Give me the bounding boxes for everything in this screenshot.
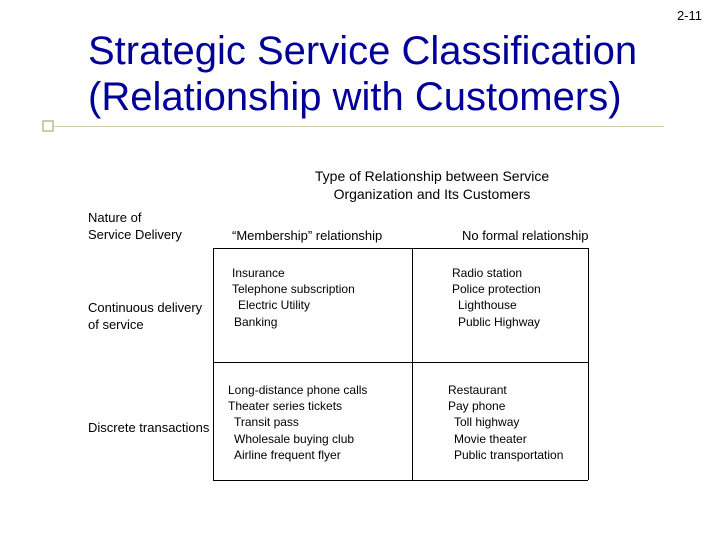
table-line-top: [213, 248, 588, 249]
cell-discrete-noformal: Restaurant Pay phone Toll highway Movie …: [448, 382, 563, 463]
cell-r1c1-l2: Telephone subscription: [232, 282, 355, 296]
cell-r2c2-l5: Public transportation: [448, 448, 563, 462]
cell-continuous-membership: Insurance Telephone subscription Electri…: [232, 265, 355, 330]
cell-r1c2-l2: Police protection: [452, 282, 541, 296]
cell-r1c2-l3: Lighthouse: [452, 298, 517, 312]
slide-title: Strategic Service Classification (Relati…: [88, 28, 700, 120]
cell-r2c1-l4: Wholesale buying club: [228, 432, 354, 446]
row-label-continuous-1: Continuous delivery: [88, 300, 202, 315]
cell-r1c1-l1: Insurance: [232, 266, 285, 280]
col-header-membership: “Membership” relationship: [232, 228, 382, 243]
accent-square: [42, 120, 54, 132]
table-line-mid: [213, 362, 588, 363]
row-label-discrete: Discrete transactions: [88, 420, 209, 437]
cell-r1c2-l4: Public Highway: [452, 315, 540, 329]
cell-r1c1-l3: Electric Utility: [232, 298, 310, 312]
cell-r2c2-l4: Movie theater: [448, 432, 527, 446]
table-line-left: [213, 248, 214, 480]
title-line-2: (Relationship with Customers): [88, 75, 622, 119]
col-header-noformal: No formal relationship: [462, 228, 588, 243]
cell-r2c1-l1: Long-distance phone calls: [228, 383, 367, 397]
cell-r2c2-l3: Toll highway: [448, 415, 519, 429]
accent-line: [54, 126, 664, 127]
column-axis-line-2: Organization and Its Customers: [334, 186, 531, 202]
row-axis-line-2: Service Delivery: [88, 227, 182, 242]
row-label-continuous-2: of service: [88, 317, 144, 332]
table-line-bottom: [213, 480, 588, 481]
table-line-midv: [412, 248, 413, 480]
row-label-continuous: Continuous delivery of service: [88, 300, 202, 334]
table-line-right: [588, 248, 589, 480]
cell-r2c1-l3: Transit pass: [228, 415, 299, 429]
row-axis-line-1: Nature of: [88, 210, 141, 225]
cell-r2c2-l2: Pay phone: [448, 399, 505, 413]
column-axis-line-1: Type of Relationship between Service: [315, 168, 549, 184]
cell-continuous-noformal: Radio station Police protection Lighthou…: [452, 265, 541, 330]
column-axis-header: Type of Relationship between Service Org…: [262, 168, 602, 203]
cell-r2c1-l5: Airline frequent flyer: [228, 448, 341, 462]
row-axis-header: Nature of Service Delivery: [88, 210, 182, 244]
page-number: 2-11: [677, 8, 702, 23]
cell-discrete-membership: Long-distance phone calls Theater series…: [228, 382, 367, 463]
cell-r1c1-l4: Banking: [232, 315, 277, 329]
cell-r2c2-l1: Restaurant: [448, 383, 507, 397]
cell-r2c1-l2: Theater series tickets: [228, 399, 342, 413]
title-line-1: Strategic Service Classification: [88, 29, 637, 73]
cell-r1c2-l1: Radio station: [452, 266, 522, 280]
